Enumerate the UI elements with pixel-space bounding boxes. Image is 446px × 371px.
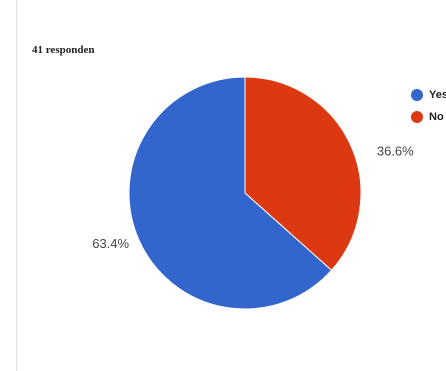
legend: Yes No <box>411 84 446 128</box>
value-label-no: 36.6% <box>377 144 414 159</box>
value-label-yes: 63.4% <box>92 236 129 251</box>
legend-swatch-yes <box>411 89 423 101</box>
legend-item-no[interactable]: No <box>411 106 446 128</box>
legend-label-no: No <box>429 111 444 123</box>
legend-swatch-no <box>411 111 423 123</box>
legend-item-yes[interactable]: Yes <box>411 84 446 106</box>
response-count: 41 responden <box>32 44 95 56</box>
pie-slice-yes[interactable] <box>128 76 333 310</box>
pie-slice-no[interactable] <box>244 76 362 271</box>
legend-label-yes: Yes <box>429 89 446 101</box>
